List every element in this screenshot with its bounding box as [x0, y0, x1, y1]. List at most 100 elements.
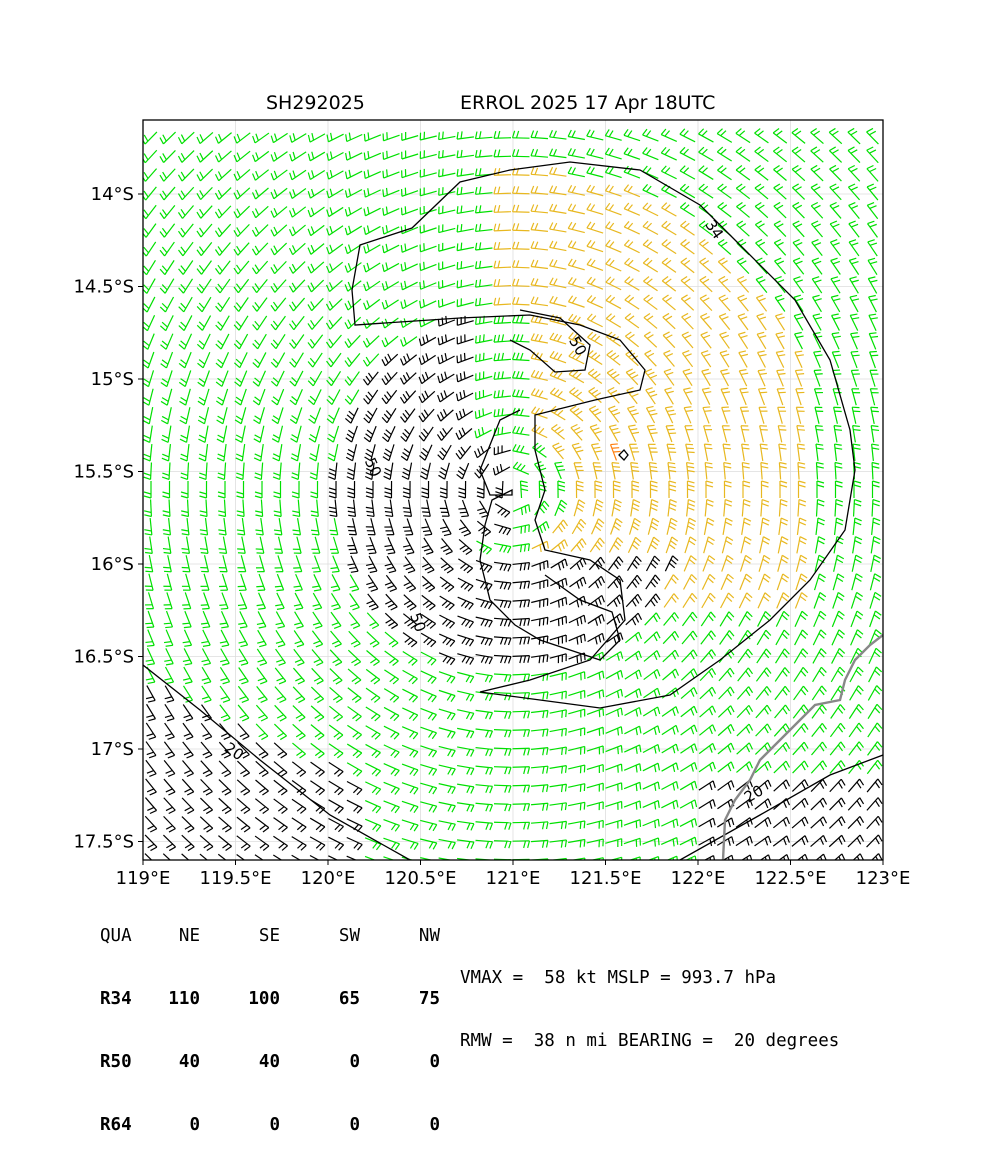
wind-barb [199, 444, 208, 461]
wind-barb [255, 855, 269, 869]
wind-barb [588, 633, 605, 644]
wind-barb [631, 463, 639, 480]
wind-barb [669, 481, 676, 498]
wind-barb [179, 297, 193, 312]
wind-barb [182, 835, 194, 850]
wind-barb [665, 556, 678, 571]
wind-barb [624, 838, 640, 847]
wind-barb [681, 687, 697, 698]
wind-barb [146, 723, 155, 739]
wind-barb [439, 132, 456, 140]
wind-barb [313, 593, 322, 610]
wind-barb [851, 333, 860, 350]
wind-barb [420, 299, 437, 308]
wind-barb [605, 857, 621, 865]
wind-barb [576, 481, 583, 498]
wind-barb [382, 336, 398, 347]
wind-barb [327, 207, 343, 216]
wind-barb [774, 780, 790, 791]
wind-barb [646, 575, 660, 589]
wind-barb [624, 857, 640, 866]
wind-barb [867, 798, 882, 811]
wind-barb [680, 129, 695, 142]
wind-barb [401, 281, 418, 290]
wind-barb [853, 537, 862, 554]
wind-barb [348, 669, 361, 684]
wind-barb [848, 835, 864, 847]
wind-barb [550, 241, 567, 251]
wind-barb [568, 839, 585, 847]
wind-barb [813, 314, 822, 331]
wind-barb [367, 594, 379, 610]
radius-se: 0 [200, 1115, 280, 1136]
wind-barb [624, 203, 640, 215]
wind-barb [199, 463, 207, 480]
wind-barb [400, 372, 416, 384]
wind-barb [868, 723, 882, 737]
wind-barb [383, 188, 400, 197]
wind-barb [239, 630, 248, 647]
wind-barb [625, 707, 642, 716]
wind-barb [383, 838, 399, 850]
wind-barb [141, 132, 156, 144]
wind-barb [345, 390, 359, 405]
wind-barb [682, 650, 697, 662]
wind-barb [661, 782, 678, 791]
wind-barb [682, 313, 694, 329]
wind-barb [289, 280, 304, 292]
wind-barb [457, 821, 474, 830]
wind-barb [736, 129, 750, 143]
wind-barb [702, 593, 716, 608]
wind-barb [835, 463, 842, 480]
wind-barb [494, 785, 511, 793]
wind-barb [256, 537, 264, 554]
wind-barb [870, 389, 878, 405]
wind-barb [144, 518, 152, 535]
wind-barb [632, 481, 639, 498]
wind-barb [402, 727, 418, 739]
wind-barb [273, 481, 280, 498]
wind-barb [218, 836, 231, 851]
storm-id-title: SH292025 [266, 92, 365, 114]
wind-barb [494, 711, 511, 719]
wind-barb [550, 710, 567, 718]
wind-barb [737, 221, 750, 236]
wind-barb [587, 709, 603, 718]
wind-barb [271, 371, 284, 386]
wind-barb [742, 463, 749, 480]
wind-barb [494, 445, 510, 454]
wind-barb [219, 593, 228, 610]
wind-barb [457, 353, 473, 363]
wind-barb [402, 151, 418, 159]
wind-barb [160, 187, 175, 200]
wind-barb [181, 463, 189, 480]
wind-barb [531, 278, 548, 287]
wind-barb [627, 388, 639, 404]
wind-barb [593, 500, 603, 517]
wind-barb [737, 687, 752, 700]
wind-barb [163, 835, 175, 850]
wind-barb [773, 817, 789, 828]
wind-barb [871, 555, 881, 572]
wind-barb [814, 370, 823, 386]
wind-barb [870, 352, 879, 368]
wind-barb [699, 166, 713, 180]
wind-barb [145, 574, 153, 590]
wind-barb [513, 822, 530, 829]
wind-barb [236, 481, 243, 498]
wind-barb [145, 555, 153, 572]
wind-barb [180, 407, 190, 424]
wind-barb [531, 729, 548, 737]
wind-barb [253, 316, 267, 330]
wind-barb [198, 407, 208, 424]
wind-barb [330, 687, 343, 702]
wind-barb [854, 481, 861, 498]
wind-barb [587, 858, 604, 866]
wind-barb [668, 463, 676, 480]
wind-barb [293, 687, 305, 703]
wind-barb [438, 334, 455, 344]
wind-barb [160, 279, 174, 294]
wind-barb [868, 258, 877, 274]
wind-barb [513, 297, 530, 305]
wind-barb [458, 578, 473, 591]
